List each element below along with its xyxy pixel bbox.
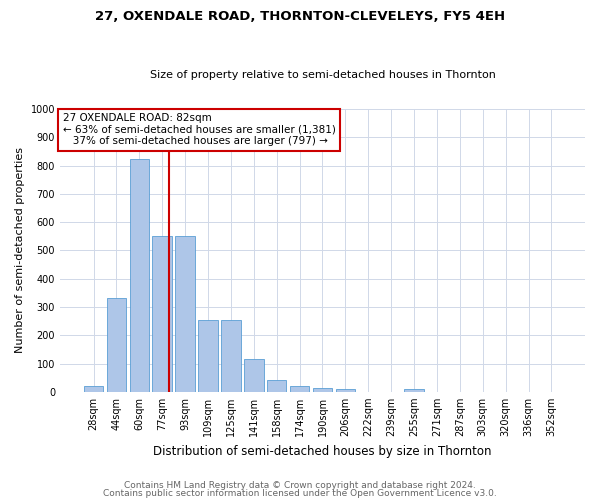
Text: Contains HM Land Registry data © Crown copyright and database right 2024.: Contains HM Land Registry data © Crown c… xyxy=(124,481,476,490)
Title: Size of property relative to semi-detached houses in Thornton: Size of property relative to semi-detach… xyxy=(149,70,496,81)
Bar xyxy=(404,389,424,392)
Text: 27 OXENDALE ROAD: 82sqm
← 63% of semi-detached houses are smaller (1,381)
   37%: 27 OXENDALE ROAD: 82sqm ← 63% of semi-de… xyxy=(62,114,335,146)
Bar xyxy=(84,386,103,392)
Bar xyxy=(130,158,149,392)
Bar xyxy=(267,380,286,392)
Bar xyxy=(107,298,126,392)
Bar xyxy=(313,388,332,392)
Text: Contains public sector information licensed under the Open Government Licence v3: Contains public sector information licen… xyxy=(103,488,497,498)
Text: 27, OXENDALE ROAD, THORNTON-CLEVELEYS, FY5 4EH: 27, OXENDALE ROAD, THORNTON-CLEVELEYS, F… xyxy=(95,10,505,23)
Bar xyxy=(175,236,195,392)
Bar xyxy=(290,386,309,392)
X-axis label: Distribution of semi-detached houses by size in Thornton: Distribution of semi-detached houses by … xyxy=(153,444,492,458)
Bar xyxy=(152,236,172,392)
Y-axis label: Number of semi-detached properties: Number of semi-detached properties xyxy=(15,148,25,354)
Bar xyxy=(198,320,218,392)
Bar xyxy=(244,360,263,392)
Bar xyxy=(221,320,241,392)
Bar xyxy=(335,389,355,392)
